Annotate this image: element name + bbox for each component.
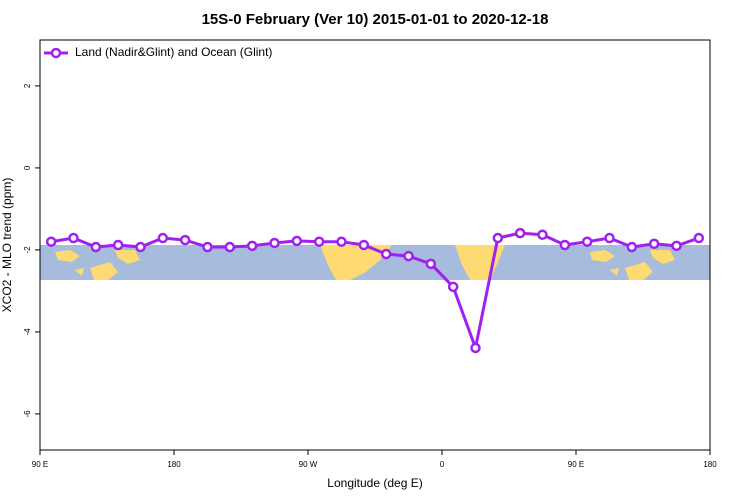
data-point: [648, 238, 660, 250]
data-point: [492, 232, 504, 244]
chart-title: 15S-0 February (Ver 10) 2015-01-01 to 20…: [202, 11, 549, 28]
plot-frame: [39, 39, 711, 451]
legend-label: Land (Nadir&Glint) and Ocean (Glint): [75, 45, 272, 59]
data-point: [559, 239, 571, 251]
y-tick-label: 2: [23, 83, 32, 88]
data-point: [313, 236, 325, 247]
data-point: [135, 241, 146, 253]
y-tick-label: -2: [23, 246, 32, 254]
data-point: [45, 236, 57, 247]
y-axis-label: XCO2 - MLO trend (ppm): [0, 178, 14, 313]
legend-marker: [50, 47, 62, 59]
data-point: [671, 240, 682, 252]
data-point: [514, 227, 526, 239]
data-point: [403, 250, 414, 262]
x-tick-label: 90 E: [32, 460, 48, 469]
x-tick-label: 180: [167, 460, 181, 469]
data-point: [269, 237, 280, 249]
data-point: [90, 241, 102, 253]
data-point: [537, 229, 548, 240]
data-point: [224, 241, 236, 253]
x-tick-label: 0: [440, 460, 445, 469]
x-tick-label: 90 W: [299, 460, 318, 469]
data-point: [246, 240, 258, 252]
data-point: [581, 236, 593, 247]
data-point: [425, 258, 437, 270]
data-point: [112, 239, 124, 251]
y-tick-label: -4: [23, 328, 32, 336]
data-point: [358, 239, 370, 251]
data-point: [380, 248, 392, 260]
x-tick-label: 180: [703, 460, 717, 469]
x-axis-label: Longitude (deg E): [327, 476, 422, 490]
data-point: [291, 235, 303, 247]
x-tick-label: 90 E: [568, 460, 584, 469]
data-point: [68, 232, 79, 244]
data-point: [336, 236, 347, 247]
y-tick-label: 0: [23, 165, 32, 170]
y-tick-label: -6: [23, 410, 32, 418]
data-point: [447, 281, 459, 293]
data-point: [157, 232, 169, 244]
data-point: [179, 234, 191, 246]
data-point: [604, 232, 615, 244]
data-point: [470, 342, 481, 354]
data-point: [693, 232, 705, 244]
data-point: [202, 241, 213, 253]
data-point: [626, 241, 638, 253]
